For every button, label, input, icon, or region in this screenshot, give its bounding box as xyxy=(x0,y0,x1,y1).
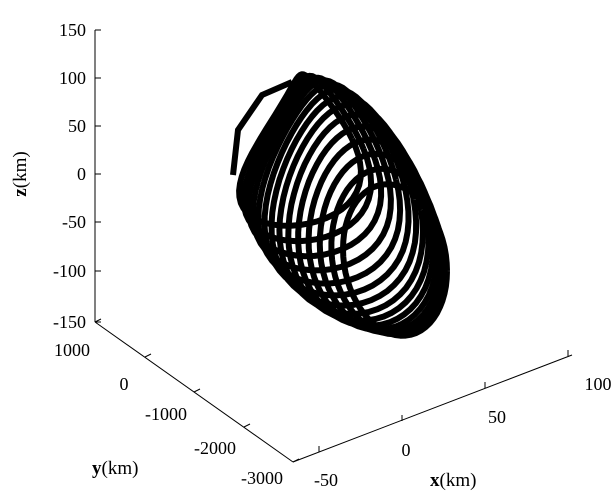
y-axis-symbol: y xyxy=(92,458,102,479)
x-tick-label: 0 xyxy=(402,440,411,460)
trajectory-coil xyxy=(295,123,437,329)
x-tick-label: -50 xyxy=(314,470,338,490)
x-ticks xyxy=(318,350,569,452)
y-ticks xyxy=(94,318,300,463)
x-axis-line xyxy=(292,354,573,463)
x-tick-label: 100 xyxy=(585,374,612,394)
y-tick-mark xyxy=(193,388,201,393)
trajectory-coil xyxy=(285,111,432,324)
trajectory-coil xyxy=(305,136,441,333)
y-tick-label: -1000 xyxy=(145,404,187,424)
y-tick-mark xyxy=(243,423,251,428)
x-axis-unit: (km) xyxy=(440,470,477,491)
y-tick-label: -2000 xyxy=(194,438,236,458)
y-tick-label: 0 xyxy=(120,374,129,394)
y-tick-label: -3000 xyxy=(241,468,283,488)
y-tick-mark xyxy=(292,458,300,463)
z-ticks xyxy=(95,29,101,323)
z-tick-label: -100 xyxy=(53,261,86,281)
z-tick-labels: 150 100 50 0 -50 -100 -150 xyxy=(53,20,86,332)
svg-text:x(km): x(km) xyxy=(430,470,476,491)
x-tick-labels: -50 0 50 100 xyxy=(314,374,612,490)
z-tick-label: 150 xyxy=(59,20,86,40)
trajectory-series xyxy=(230,71,450,339)
y-tick-labels: 1000 0 -1000 -2000 -3000 xyxy=(54,340,283,488)
z-tick-label: 100 xyxy=(59,68,86,88)
z-tick-label: -150 xyxy=(53,312,86,332)
z-axis-symbol: z xyxy=(10,188,31,197)
trajectory-coil xyxy=(340,181,450,339)
trajectory-start-segment xyxy=(230,79,294,176)
svg-text:z(km): z(km) xyxy=(10,151,31,196)
y-tick-mark xyxy=(94,318,102,323)
trajectory-coil xyxy=(316,150,444,336)
z-tick-label: -50 xyxy=(62,212,86,232)
trajectory-coil xyxy=(328,165,447,338)
y-tick-mark xyxy=(144,353,152,358)
z-axis-unit: (km) xyxy=(10,151,31,188)
y-axis-label: y(km) xyxy=(92,458,138,479)
x-axis-symbol: x xyxy=(430,470,440,491)
y-axis-unit: (km) xyxy=(102,458,139,479)
y-tick-label: 1000 xyxy=(54,340,90,360)
z-tick-label: 50 xyxy=(68,116,86,136)
svg-text:y(km): y(km) xyxy=(92,458,138,479)
x-axis-label: x(km) xyxy=(430,470,476,491)
x-tick-label: 50 xyxy=(488,407,506,427)
z-axis-label: z(km) xyxy=(10,151,31,196)
z-tick-label: 0 xyxy=(77,164,86,184)
trajectory-coil xyxy=(276,101,426,317)
